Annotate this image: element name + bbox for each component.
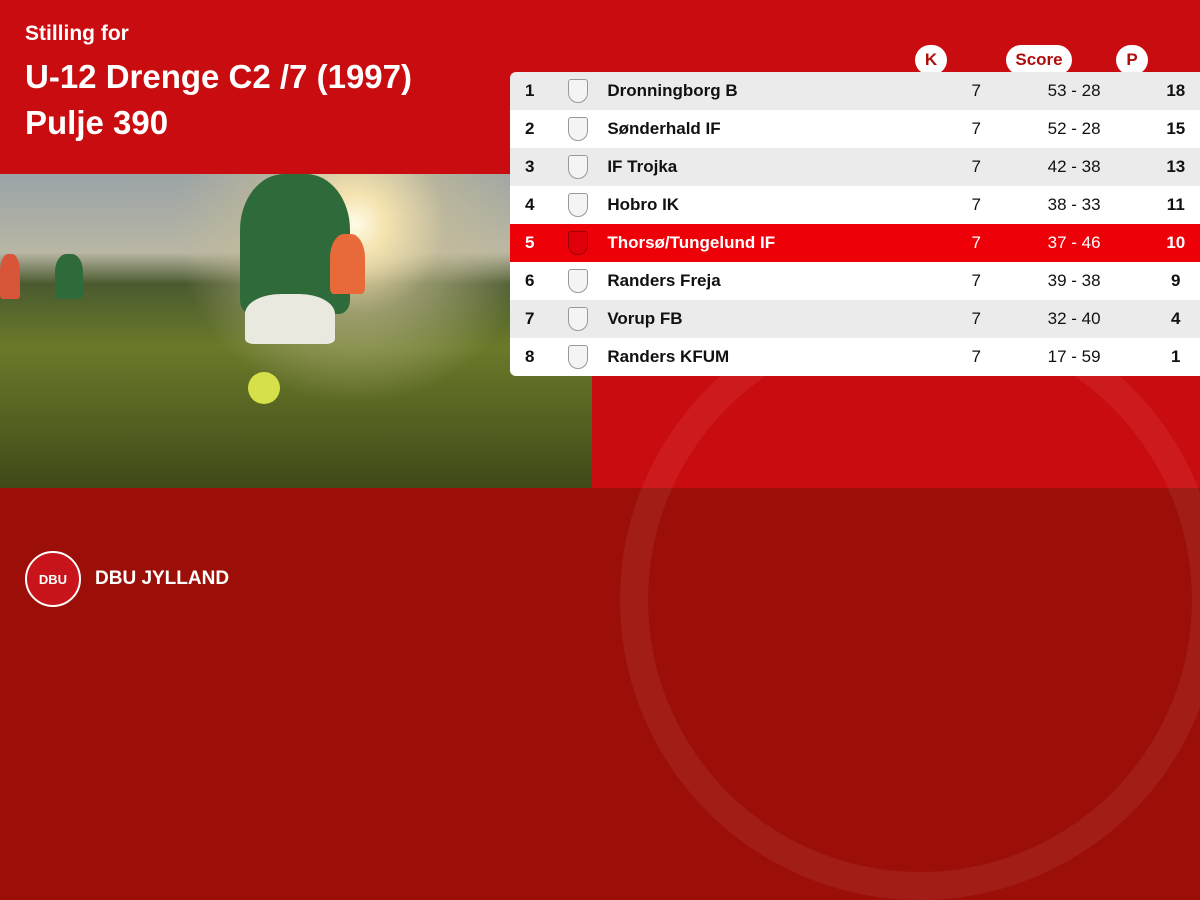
score: 39 - 38 — [1047, 271, 1101, 290]
column-header-k: K — [915, 45, 947, 75]
position: 7 — [525, 309, 535, 328]
dbu-watermark — [620, 300, 1200, 900]
position: 1 — [525, 81, 535, 100]
team-crest-icon — [549, 345, 607, 369]
position: 3 — [525, 157, 535, 176]
team-name: Dronningborg B — [607, 81, 738, 100]
matches: 7 — [971, 309, 982, 328]
matches: 7 — [971, 271, 982, 290]
team-crest-icon — [549, 231, 607, 255]
team-name: Vorup FB — [607, 309, 683, 328]
matches: 7 — [971, 81, 982, 100]
score: 38 - 33 — [1047, 195, 1101, 214]
points: 10 — [1166, 233, 1186, 252]
position: 4 — [525, 195, 535, 214]
team-name: IF Trojka — [607, 157, 678, 176]
column-header-p: P — [1116, 45, 1148, 75]
page-title: U-12 Drenge C2 /7 (1997) — [25, 58, 412, 95]
points: 18 — [1166, 81, 1186, 100]
matches: 7 — [971, 347, 982, 366]
points: 11 — [1166, 195, 1185, 214]
score: 17 - 59 — [1047, 347, 1101, 366]
matches: 7 — [971, 119, 982, 138]
points: 9 — [1171, 271, 1181, 290]
team-crest-icon — [549, 117, 607, 141]
table-row: 6 Randers Freja 7 39 - 38 9 — [510, 262, 1200, 300]
position: 5 — [525, 233, 535, 252]
team-crest-icon — [549, 193, 607, 217]
table-row: 3 IF Trojka 7 42 - 38 13 — [510, 148, 1200, 186]
points: 13 — [1166, 157, 1186, 176]
points: 4 — [1171, 309, 1181, 328]
score: 42 - 38 — [1047, 157, 1101, 176]
standings-table: 1 Dronningborg B 7 53 - 28 18 2 Sønderhald IF… — [510, 72, 1200, 376]
team-crest-icon — [549, 155, 607, 179]
score: 37 - 46 — [1047, 233, 1101, 252]
team-name: Randers KFUM — [607, 347, 730, 366]
pool-label: Pulje 390 — [25, 104, 169, 141]
points: 1 — [1171, 347, 1181, 366]
column-header-score: Score — [1006, 45, 1072, 75]
dbu-logo: DBU — [25, 551, 81, 607]
team-name: Hobro IK — [607, 195, 680, 214]
matches: 7 — [971, 157, 982, 176]
table-row: 1 Dronningborg B 7 53 - 28 18 — [510, 72, 1200, 110]
table-row: 2 Sønderhald IF 7 52 - 28 15 — [510, 110, 1200, 148]
score: 32 - 40 — [1047, 309, 1101, 328]
table-row: 4 Hobro IK 7 38 - 33 11 — [510, 186, 1200, 224]
table-row: 7 Vorup FB 7 32 - 40 4 — [510, 300, 1200, 338]
team-crest-icon — [549, 269, 607, 293]
team-name: Thorsø/Tungelund IF — [607, 233, 776, 252]
team-name: Sønderhald IF — [607, 119, 721, 138]
score: 53 - 28 — [1047, 81, 1101, 100]
position: 8 — [525, 347, 535, 366]
team-crest-icon — [549, 307, 607, 331]
matches: 7 — [971, 195, 982, 214]
position: 2 — [525, 119, 535, 138]
score: 52 - 28 — [1047, 119, 1101, 138]
team-crest-icon — [549, 79, 607, 103]
position: 6 — [525, 271, 535, 290]
table-row: 8 Randers KFUM 7 17 - 59 1 — [510, 338, 1200, 376]
football-photo — [0, 174, 592, 488]
points: 15 — [1166, 119, 1186, 138]
subtitle: Stilling for — [25, 22, 129, 45]
matches: 7 — [971, 233, 982, 252]
brand-name: DBU JYLLAND — [95, 568, 230, 589]
team-name: Randers Freja — [607, 271, 721, 290]
table-row-highlighted: 5 Thorsø/Tungelund IF 7 37 - 46 10 — [510, 224, 1200, 262]
